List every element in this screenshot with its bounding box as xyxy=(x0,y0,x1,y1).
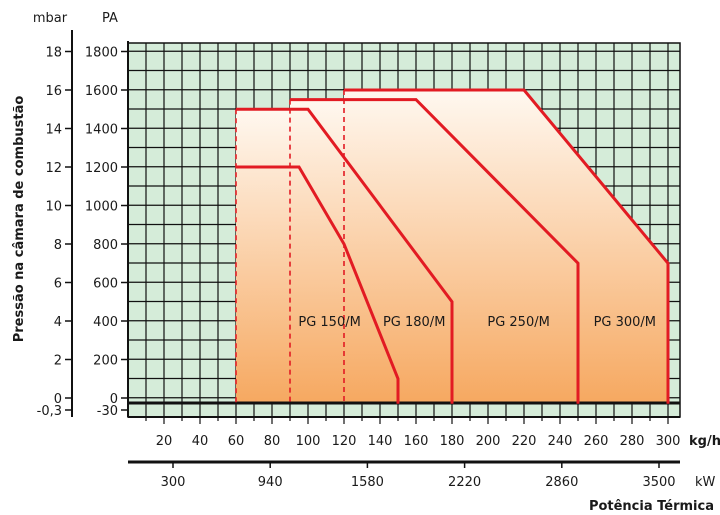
y-tick-label-pa: -30 xyxy=(97,404,118,419)
y-tick-label-pa: 1000 xyxy=(85,200,118,215)
y-tick-label-pa: 1400 xyxy=(85,123,118,138)
x-tick-label-power: 300 xyxy=(161,475,186,490)
x-tick-label-flow: 20 xyxy=(156,434,173,449)
x-axis-power: 300 940 1580 2220 2860 3500 xyxy=(128,460,680,490)
y-tick-label-pa: 200 xyxy=(93,354,118,369)
x-tick-label-flow: 180 xyxy=(440,434,465,449)
x-tick-label-flow: 60 xyxy=(228,434,245,449)
y-tick-label-pa: 1200 xyxy=(85,161,118,176)
y-tick-label-mbar: 12 xyxy=(45,161,62,176)
y-tick-label-pa: 800 xyxy=(93,238,118,253)
x-tick-label-power: 3500 xyxy=(642,475,675,490)
y-tick-label-pa: 400 xyxy=(93,315,118,330)
series-label-1: PG 150/M xyxy=(298,315,360,330)
y-tick-label-mbar: 14 xyxy=(45,123,62,138)
x-tick-label-flow: 120 xyxy=(332,434,357,449)
series-label-2: PG 180/M xyxy=(383,315,445,330)
series-line-4 xyxy=(344,88,670,404)
y-tick-label-mbar: -0,3 xyxy=(37,404,62,419)
series-labels: PG 150/M PG 180/M PG 250/M PG 300/M xyxy=(298,315,656,330)
x-axis-title: Potência Térmica xyxy=(589,499,714,514)
series-line-1 xyxy=(236,165,400,404)
x-tick-label-flow: 40 xyxy=(192,434,209,449)
x-tick-label-power: 940 xyxy=(258,475,283,490)
x-tick-label-power: 1580 xyxy=(351,475,384,490)
y-axis-title: Pressão na câmara de combustão xyxy=(12,96,27,343)
y-tick-label-mbar: 18 xyxy=(45,46,62,61)
y-tick-label-mbar: 6 xyxy=(54,277,62,292)
y-tick-label-mbar: 4 xyxy=(54,315,62,330)
y-tick-label-pa: 1600 xyxy=(85,84,118,99)
x-unit-flow: kg/h xyxy=(689,434,720,449)
x-tick-label-flow: 100 xyxy=(296,434,321,449)
x-tick-label-flow: 220 xyxy=(512,434,537,449)
y-tick-label-mbar: 2 xyxy=(54,354,62,369)
series-label-4: PG 300/M xyxy=(594,315,656,330)
series-line-2 xyxy=(236,107,454,404)
y-tick-label-mbar: 0 xyxy=(54,392,62,407)
x-tick-label-flow: 300 xyxy=(656,434,681,449)
y-tick-label-mbar: 10 xyxy=(45,200,62,215)
y-tick-label-pa: 1800 xyxy=(85,46,118,61)
y-unit-mbar: mbar xyxy=(33,11,68,26)
series-label-3: PG 250/M xyxy=(487,315,549,330)
y-tick-label-pa: 0 xyxy=(110,392,118,407)
x-unit-power: kW xyxy=(695,475,716,490)
burner-curves xyxy=(236,88,670,404)
x-tick-label-flow: 160 xyxy=(404,434,429,449)
y-tick-label-pa: 600 xyxy=(93,277,118,292)
x-tick-label-flow: 280 xyxy=(620,434,645,449)
x-tick-label-power: 2860 xyxy=(545,475,578,490)
y-unit-pa: PA xyxy=(102,11,118,26)
x-tick-label-flow: 260 xyxy=(584,434,609,449)
chart-grid xyxy=(127,42,681,418)
y-axis: 18 1800 16 1600 14 1400 12 1200 10 1000 8 800 6 600 4 4… xyxy=(37,30,129,419)
y-tick-label-mbar: 16 xyxy=(45,84,62,99)
x-tick-label-power: 2220 xyxy=(448,475,481,490)
x-axis-flow: 20 40 60 80 100 120 140 160 180 200 220 240 260 280 30… xyxy=(128,416,681,449)
grid-lines xyxy=(128,43,680,417)
x-tick-label-flow: 240 xyxy=(548,434,573,449)
x-tick-label-flow: 140 xyxy=(368,434,393,449)
series-line-3 xyxy=(290,98,580,404)
y-tick-label-mbar: 8 xyxy=(54,238,62,253)
x-tick-label-flow: 200 xyxy=(476,434,501,449)
x-tick-label-flow: 80 xyxy=(264,434,281,449)
